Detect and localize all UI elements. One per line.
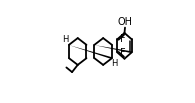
Text: F: F — [120, 34, 125, 44]
Text: H: H — [63, 35, 69, 44]
Text: OH: OH — [118, 17, 132, 27]
Text: F: F — [120, 48, 125, 58]
Text: H: H — [111, 59, 118, 68]
Polygon shape — [94, 45, 132, 53]
Polygon shape — [69, 45, 112, 59]
